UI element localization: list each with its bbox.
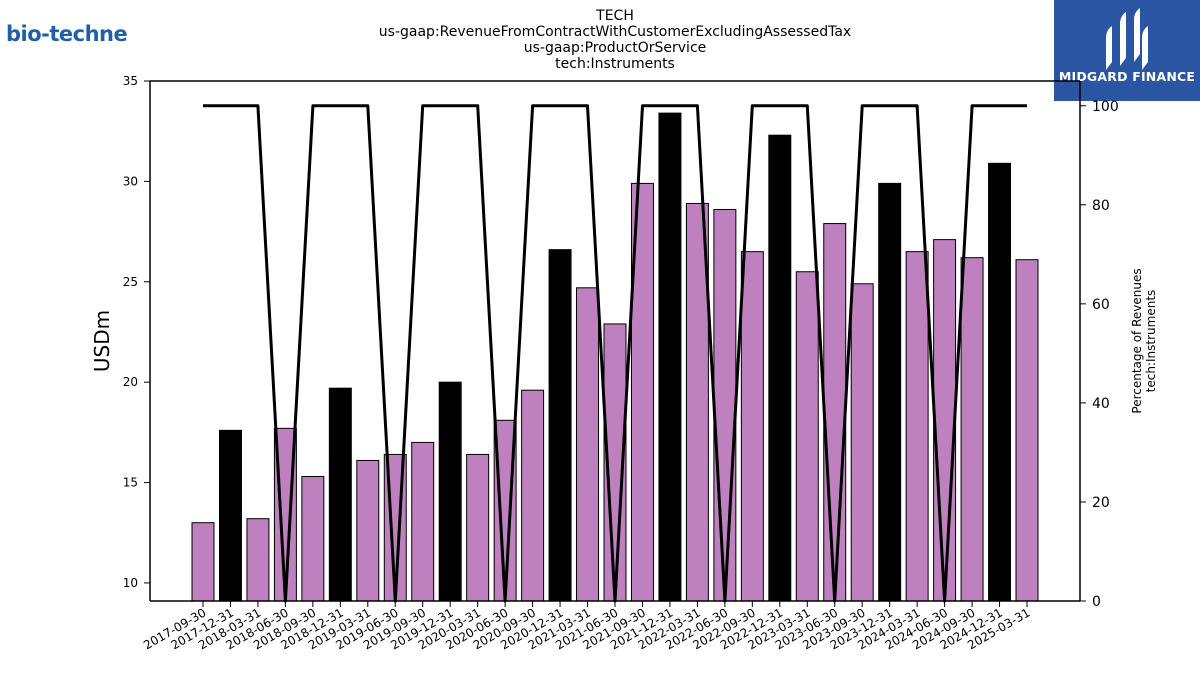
midgard-finance-logo: MIDGARD FINANCE bbox=[1054, 0, 1200, 101]
bar-2020-09-30 bbox=[521, 389, 545, 602]
y-axis-right-label: Percentage of Revenues tech:Instruments bbox=[1130, 268, 1158, 413]
bar-2018-12-31 bbox=[328, 387, 352, 602]
y-tick-label-15: 15 bbox=[123, 476, 138, 490]
bar-2024-06-30 bbox=[933, 239, 957, 602]
bar-2020-03-31 bbox=[466, 453, 490, 602]
y-tick-label-25: 25 bbox=[123, 275, 138, 289]
bar-2022-09-30 bbox=[740, 251, 764, 602]
y-right-tick-label-40: 40 bbox=[1092, 396, 1110, 412]
bar-2020-12-31 bbox=[548, 249, 572, 602]
y-axis-label: USDm bbox=[90, 310, 114, 372]
chart-title-line-2: us-gaap:RevenueFromContractWithCustomerE… bbox=[379, 24, 851, 40]
chart-title-line-3: us-gaap:ProductOrService bbox=[524, 40, 707, 56]
chart-title: TECHus-gaap:RevenueFromContractWithCusto… bbox=[379, 8, 851, 72]
bar-2025-03-31 bbox=[1015, 259, 1039, 602]
x-axis-ticks: 2017-09-302017-12-312018-03-312018-06-30… bbox=[141, 601, 1033, 652]
midgard-finance-text: MIDGARD FINANCE bbox=[1058, 69, 1196, 84]
y-tick-label-20: 20 bbox=[123, 375, 138, 389]
midgard-mark-icon bbox=[1106, 8, 1148, 70]
bio-techne-logo: bio-techne bbox=[6, 22, 128, 46]
bar-2018-09-30 bbox=[301, 476, 325, 602]
y-right-tick-label-100: 100 bbox=[1092, 99, 1119, 115]
y-tick-label-30: 30 bbox=[123, 174, 138, 188]
left-axis-ticks: 10 15 20 25 30 35 bbox=[123, 74, 150, 590]
right-axis-ticks: 0 20 40 60 80 100 bbox=[1080, 99, 1119, 610]
y-right-tick-label-20: 20 bbox=[1092, 495, 1110, 511]
y-right-tick-label-0: 0 bbox=[1092, 594, 1101, 610]
bar-2019-09-30 bbox=[411, 441, 435, 602]
bar-2021-03-31 bbox=[576, 287, 600, 602]
bar-2023-09-30 bbox=[850, 283, 874, 602]
bar-2023-03-31 bbox=[795, 271, 819, 602]
bar-2023-06-30 bbox=[823, 223, 847, 602]
bars bbox=[191, 112, 1039, 602]
bar-2017-12-31 bbox=[218, 429, 242, 602]
bar-2023-12-31 bbox=[878, 182, 902, 602]
y-tick-label-10: 10 bbox=[123, 576, 138, 590]
bar-2024-03-31 bbox=[905, 251, 929, 602]
chart-title-line-1: TECH bbox=[595, 8, 634, 24]
bar-2021-12-31 bbox=[658, 112, 682, 602]
chart-title-line-4: tech:Instruments bbox=[555, 56, 675, 72]
bar-2024-12-31 bbox=[988, 162, 1012, 602]
bar-2018-03-31 bbox=[246, 518, 270, 602]
y-right-tick-label-80: 80 bbox=[1092, 198, 1110, 214]
y-right-tick-label-60: 60 bbox=[1092, 297, 1110, 313]
bar-2019-12-31 bbox=[438, 381, 462, 602]
y-axis-right-label-line-2: tech:Instruments bbox=[1144, 290, 1158, 393]
bar-2022-06-30 bbox=[713, 208, 737, 602]
y-axis-right-label-line-1: Percentage of Revenues bbox=[1130, 268, 1144, 413]
bar-2019-03-31 bbox=[356, 459, 380, 602]
bar-2022-12-31 bbox=[768, 134, 792, 602]
bar-2024-09-30 bbox=[960, 257, 984, 602]
bar-2017-09-30 bbox=[191, 522, 215, 602]
y-tick-label-35: 35 bbox=[123, 74, 138, 88]
